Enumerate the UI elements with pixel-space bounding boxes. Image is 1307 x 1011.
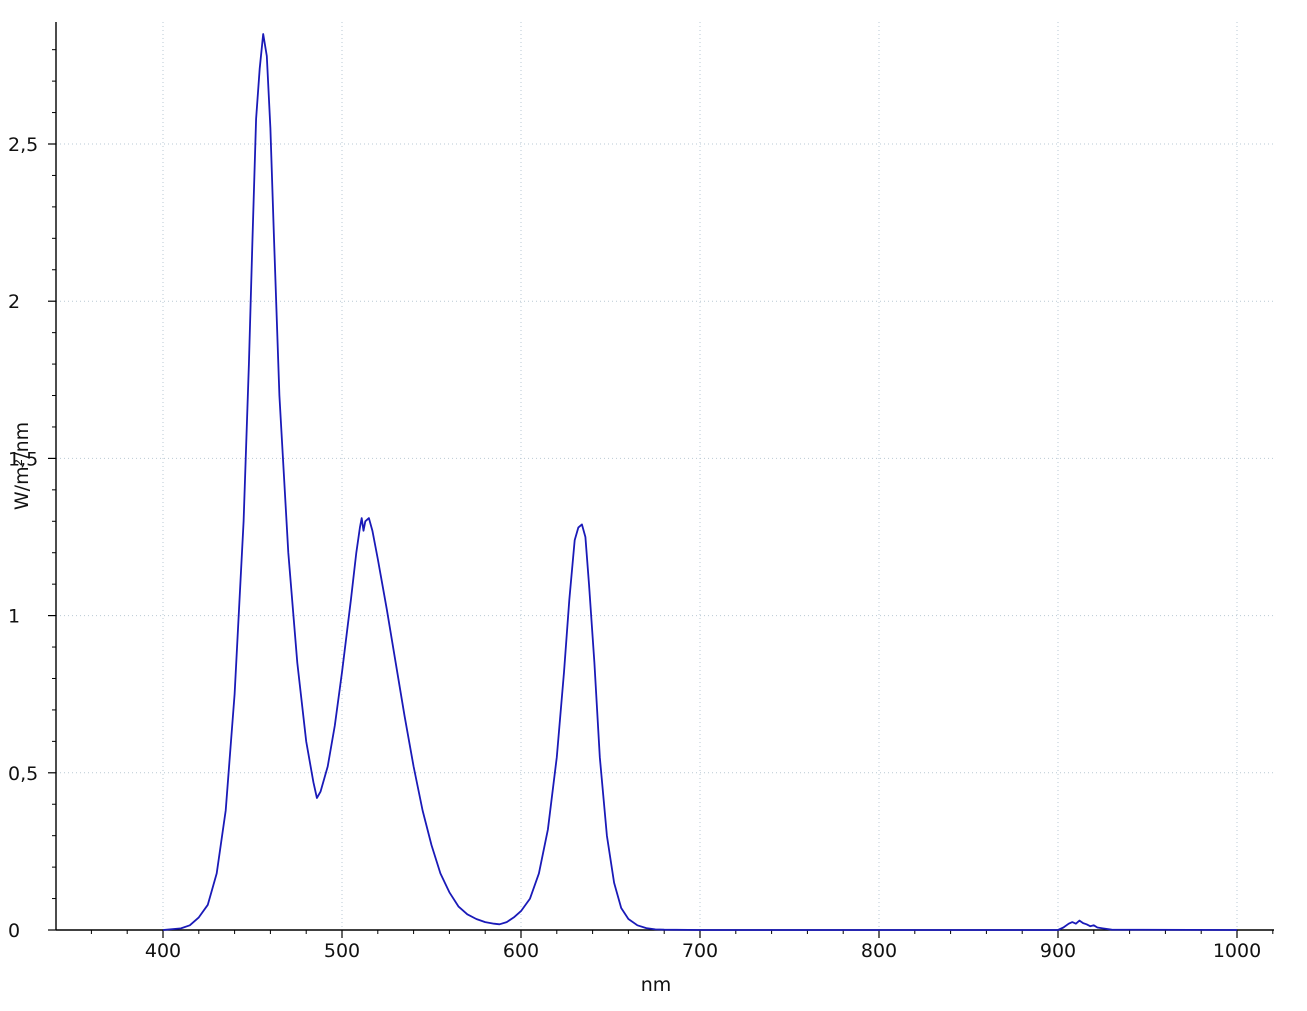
x-tick-label: 500	[324, 940, 360, 962]
grid-layer	[56, 22, 1274, 930]
x-tick-label: 800	[861, 940, 897, 962]
y-tick-label: 1,5	[8, 448, 38, 470]
x-tick-label: 900	[1040, 940, 1076, 962]
y-tick-label: 2,5	[8, 134, 38, 156]
y-axis-title: W/m²/nm	[11, 422, 33, 510]
y-tick-label: 0	[8, 920, 20, 942]
y-tick-label: 1	[8, 606, 20, 628]
x-tick-label: 600	[503, 940, 539, 962]
series-layer	[162, 33, 1238, 931]
labels-layer: nm W/m²/nm 400 500 600 700 800 900 1000 0 0,5 1 1,…	[8, 134, 1261, 996]
x-tick-label: 400	[145, 940, 181, 962]
axes-layer	[48, 22, 1274, 938]
series-line	[162, 33, 1238, 931]
x-tick-label: 700	[682, 940, 718, 962]
x-tick-label: 1000	[1213, 940, 1261, 962]
y-tick-label: 0,5	[8, 763, 38, 785]
x-axis-title: nm	[641, 974, 672, 996]
y-tick-label: 2	[8, 291, 20, 313]
